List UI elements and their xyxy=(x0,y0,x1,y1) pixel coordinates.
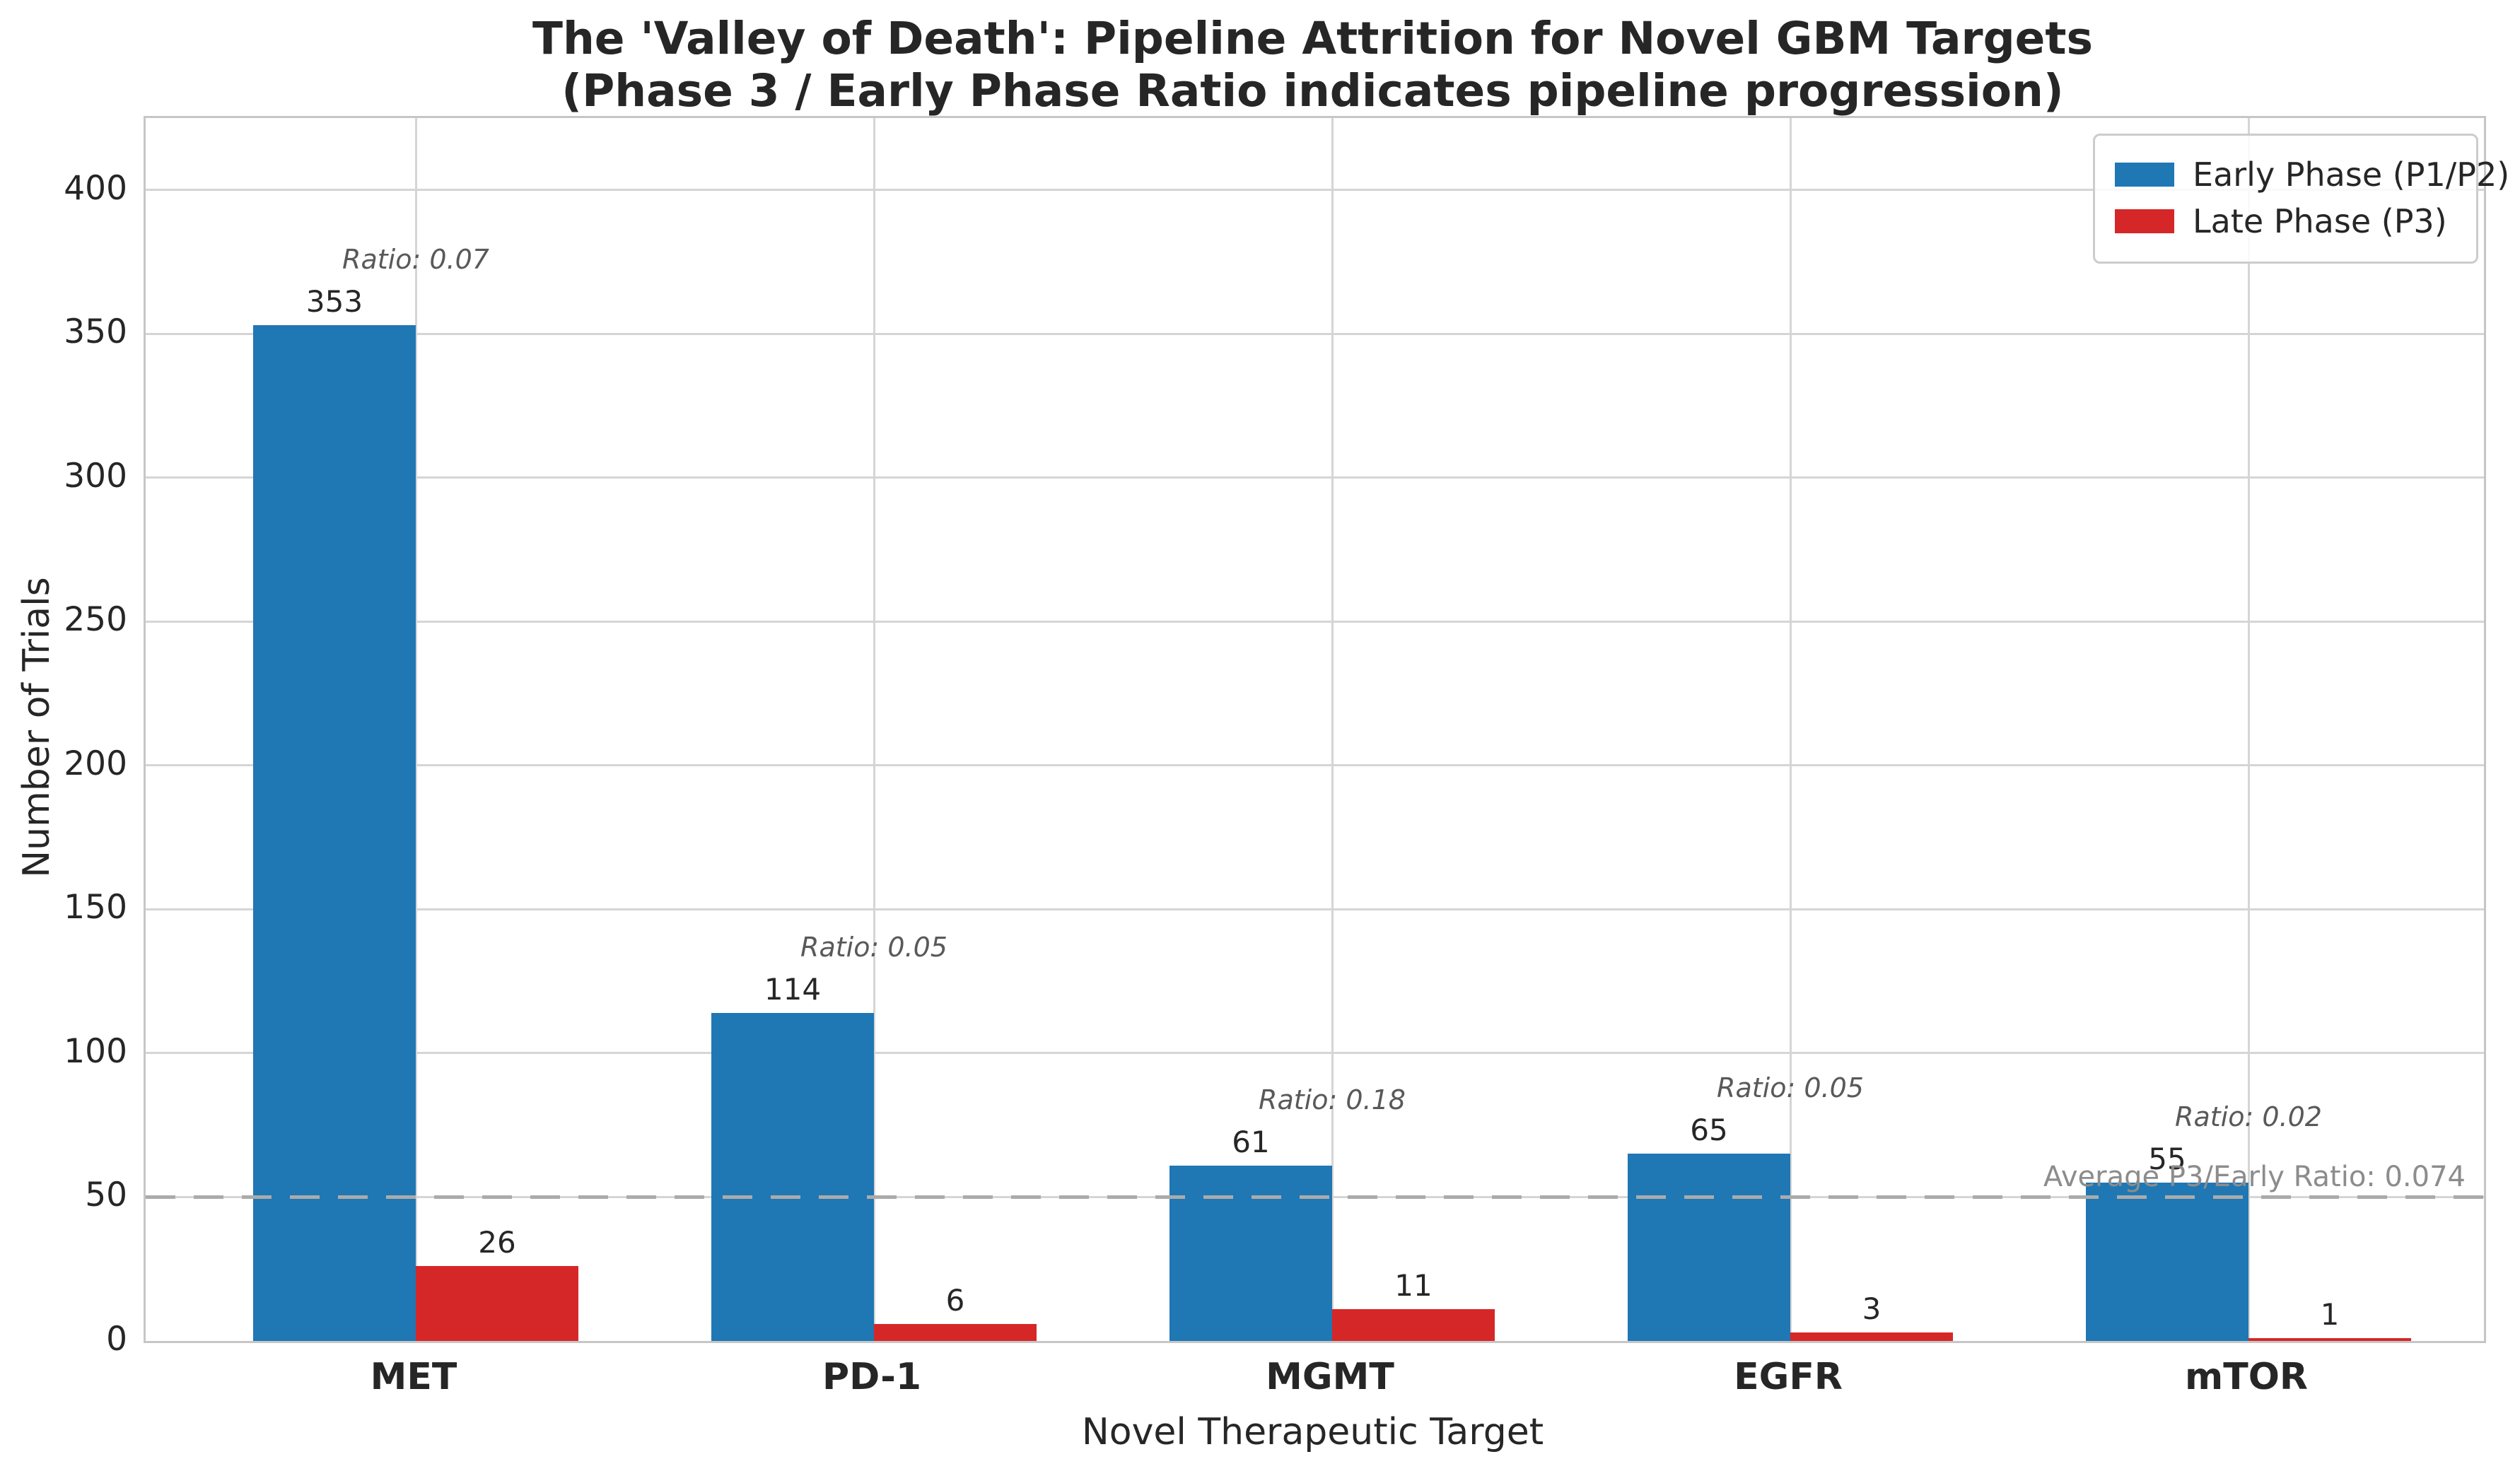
average-ratio-label: Average P3/Early Ratio: 0.074 xyxy=(2043,1161,2466,1194)
gridline-horizontal xyxy=(146,189,2484,192)
bar-late-phase-EGFR xyxy=(1790,1332,1953,1341)
legend-label-late-phase: Late Phase (P3) xyxy=(2193,202,2447,240)
average-ratio-line xyxy=(146,1195,2484,1199)
y-tick-label: 100 xyxy=(64,1031,127,1071)
bar-late-phase-MET xyxy=(416,1266,578,1341)
y-tick-label: 200 xyxy=(64,744,127,783)
ratio-annotation: Ratio: 0.07 xyxy=(342,244,489,276)
legend-entry-early-phase: Early Phase (P1/P2) xyxy=(2115,151,2509,198)
chart-title: The 'Valley of Death': Pipeline Attritio… xyxy=(532,13,2094,117)
y-tick-label: 250 xyxy=(64,600,127,640)
y-tick-label: 400 xyxy=(64,168,127,208)
bar-early-phase-PD-1 xyxy=(711,1012,874,1341)
bar-value-label: 353 xyxy=(305,284,363,320)
y-tick-label: 300 xyxy=(64,456,127,496)
legend: Early Phase (P1/P2) Late Phase (P3) xyxy=(2093,134,2509,264)
gridline-horizontal xyxy=(146,908,2484,910)
bar-value-label: 1 xyxy=(2320,1296,2340,1332)
x-tick-label: MGMT xyxy=(1266,1356,1394,1398)
x-tick-label: EGFR xyxy=(1734,1356,1843,1398)
legend-label-early-phase: Early Phase (P1/P2) xyxy=(2193,156,2510,194)
y-tick-label: 0 xyxy=(106,1320,127,1359)
gridline-vertical xyxy=(1789,118,1792,1341)
ratio-annotation: Ratio: 0.05 xyxy=(800,931,947,963)
gridline-vertical xyxy=(2247,118,2250,1341)
bar-value-label: 65 xyxy=(1690,1113,1728,1148)
gridline-horizontal xyxy=(146,1052,2484,1055)
plot-area: Early Phase (P1/P2) Late Phase (P3) 353 2… xyxy=(144,116,2509,1343)
bar-late-phase-mTOR xyxy=(2248,1337,2411,1341)
y-tick-label: 350 xyxy=(64,312,127,352)
bar-value-label: 11 xyxy=(1394,1268,1433,1303)
bar-value-label: 61 xyxy=(1232,1124,1270,1159)
bar-value-label: 55 xyxy=(2148,1142,2186,1177)
bar-early-phase-mTOR xyxy=(2086,1183,2248,1341)
bar-value-label: 26 xyxy=(478,1225,516,1260)
bar-late-phase-MGMT xyxy=(1332,1309,1495,1341)
gridline-vertical xyxy=(1331,118,1334,1341)
bar-early-phase-MET xyxy=(253,325,416,1341)
ratio-annotation: Ratio: 0.18 xyxy=(1259,1084,1406,1115)
y-tick-label: 150 xyxy=(64,888,127,927)
ratio-annotation: Ratio: 0.02 xyxy=(2175,1101,2322,1133)
gridline-horizontal xyxy=(146,476,2484,479)
legend-swatch-early-phase-icon xyxy=(2115,163,2174,187)
gridline-horizontal xyxy=(146,764,2484,767)
gridline-horizontal xyxy=(146,332,2484,335)
x-tick-label: MET xyxy=(370,1356,457,1398)
bar-value-label: 3 xyxy=(1862,1291,1882,1326)
gridline-horizontal xyxy=(146,620,2484,623)
bar-early-phase-MGMT xyxy=(1169,1165,1332,1341)
x-axis-label: Novel Therapeutic Target xyxy=(1081,1411,1544,1453)
gridline-vertical xyxy=(873,118,875,1341)
y-tick-label: 50 xyxy=(85,1176,127,1215)
legend-entry-late-phase: Late Phase (P3) xyxy=(2115,198,2476,245)
ratio-annotation: Ratio: 0.05 xyxy=(1717,1072,1864,1104)
bar-value-label: 114 xyxy=(764,971,822,1007)
bar-early-phase-EGFR xyxy=(1628,1154,1790,1341)
legend-swatch-late-phase-icon xyxy=(2115,209,2174,233)
bar-value-label: 6 xyxy=(945,1282,965,1318)
gridline-vertical xyxy=(414,118,417,1341)
bar-late-phase-PD-1 xyxy=(874,1323,1037,1341)
x-tick-label: PD-1 xyxy=(822,1356,922,1398)
x-tick-label: mTOR xyxy=(2185,1356,2308,1398)
